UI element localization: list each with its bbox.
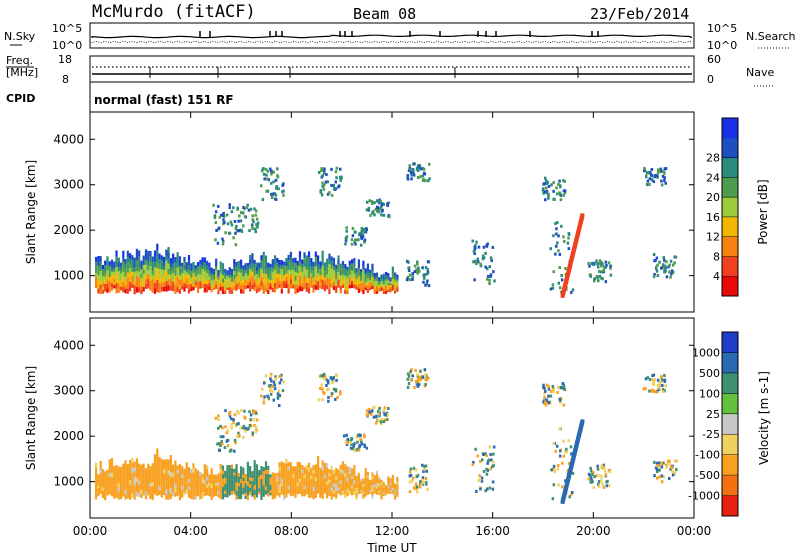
power-colorbar-swatch xyxy=(722,137,738,159)
beam-title: Beam 08 xyxy=(353,5,416,23)
velocity-ytick-label: 4000 xyxy=(53,338,84,352)
noise-frame xyxy=(89,22,695,49)
power-colorbar-tick: 24 xyxy=(706,171,720,184)
noise-left-label: N.Sky xyxy=(4,30,36,43)
power-colorbar-swatch xyxy=(722,236,738,257)
velocity-colorbar-tick: -1000 xyxy=(688,490,720,503)
freq-left-tick-top: 18 xyxy=(58,53,72,66)
noise-right-tick-top: 10^5 xyxy=(707,22,737,35)
xtick-label: 20:00 xyxy=(576,524,611,538)
power-colorbar-tick: 20 xyxy=(706,191,720,204)
power-colorbar: 4 8 12 16 20 24 28 xyxy=(706,117,739,297)
velocity-colorbar-tick: -500 xyxy=(695,469,720,482)
velocity-colorbar-tick: 500 xyxy=(699,367,720,380)
xtick-label: 08:00 xyxy=(274,524,309,538)
velocity-colorbar-swatch xyxy=(722,332,738,353)
power-data xyxy=(95,162,678,298)
velocity-colorbar-swatch xyxy=(722,454,738,476)
power-colorbar-swatch xyxy=(722,197,738,218)
cpid-panel: CPID normal (fast) 151 RF xyxy=(6,82,234,112)
velocity-ytick-label: 1000 xyxy=(53,475,84,489)
date-title: 23/Feb/2014 xyxy=(590,5,689,23)
station-title: McMurdo (fitACF) xyxy=(92,2,256,22)
velocity-colorbar-tick: 1000 xyxy=(692,346,720,359)
frequency-panel: Freq. [MHz] 18 8 60 0 Nave xyxy=(6,53,774,87)
nave-right-tick-top: 60 xyxy=(707,53,721,66)
power-panel: 1000 2000 3000 4000 Slant Range [km] 4 8 12 16… xyxy=(24,111,770,313)
power-colorbar-swatch xyxy=(722,276,738,297)
velocity-colorbar-tick: -25 xyxy=(702,428,720,441)
power-colorbar-tick: 4 xyxy=(713,270,720,283)
cpid-label: CPID xyxy=(6,92,35,105)
velocity-colorbar-swatch xyxy=(722,475,738,497)
xtick-label: 00:00 xyxy=(677,524,712,538)
freq-label-line2: [MHz] xyxy=(6,66,38,79)
velocity-colorbar-swatch xyxy=(722,495,738,517)
power-colorbar-tick: 16 xyxy=(706,211,720,224)
power-colorbar-swatch xyxy=(722,118,738,139)
power-ytick-label: 2000 xyxy=(53,223,84,237)
velocity-colorbar-swatch xyxy=(722,393,738,415)
noise-panel: N.Sky 10^5 10^0 10^5 10^0 N.Search xyxy=(4,22,796,52)
freq-label-line1: Freq. xyxy=(6,54,33,67)
velocity-data xyxy=(95,368,678,504)
cpid-value: normal (fast) 151 RF xyxy=(94,93,234,107)
velocity-ylabel: Slant Range [km] xyxy=(24,366,38,470)
xtick-label: 04:00 xyxy=(173,524,208,538)
noise-right-tick-bottom: 10^0 xyxy=(707,39,737,52)
power-colorbar-label: Power [dB] xyxy=(756,179,770,244)
power-colorbar-swatch xyxy=(722,157,738,178)
power-ylabel: Slant Range [km] xyxy=(24,160,38,264)
power-colorbar-tick: 8 xyxy=(713,250,720,263)
noise-left-tick-bottom: 10^0 xyxy=(52,39,82,52)
power-colorbar-swatch xyxy=(722,177,738,198)
velocity-colorbar-tick: 100 xyxy=(699,387,720,400)
xtick-label: 00:00 xyxy=(73,524,108,538)
xtick-label: 16:00 xyxy=(475,524,510,538)
velocity-ytick-label: 3000 xyxy=(53,384,84,398)
velocity-colorbar-tick: -100 xyxy=(695,449,720,462)
velocity-colorbar-swatch xyxy=(722,413,738,435)
power-ytick-label: 1000 xyxy=(53,269,84,283)
time-axis-label: Time UT xyxy=(366,541,417,554)
nave-right-tick-bottom: 0 xyxy=(707,73,714,86)
noise-series xyxy=(91,31,693,44)
freq-left-tick-bottom: 8 xyxy=(62,73,69,86)
power-colorbar-tick: 12 xyxy=(706,231,720,244)
noise-right-label: N.Search xyxy=(746,30,796,43)
velocity-colorbar-swatch xyxy=(722,372,738,394)
power-colorbar-swatch xyxy=(722,256,738,277)
velocity-colorbar-swatch xyxy=(722,434,738,456)
power-ytick-label: 4000 xyxy=(53,132,84,146)
velocity-colorbar: 1000 500 100 25 -25 -100 -500 -1000 xyxy=(688,331,739,517)
velocity-ytick-label: 2000 xyxy=(53,429,84,443)
velocity-colorbar-tick: 25 xyxy=(706,408,720,421)
power-colorbar-tick: 28 xyxy=(706,152,720,165)
nave-right-label: Nave xyxy=(746,66,774,79)
frequency-frame xyxy=(89,55,695,83)
power-ytick-label: 3000 xyxy=(53,178,84,192)
velocity-panel: 1000 2000 3000 4000 00:00 04:00 08:00 12:00 16:0… xyxy=(24,317,771,554)
power-colorbar-swatch xyxy=(722,216,738,238)
noise-left-tick-top: 10^5 xyxy=(52,22,82,35)
velocity-colorbar-swatch xyxy=(722,352,738,374)
xtick-label: 12:00 xyxy=(375,524,410,538)
velocity-colorbar-label: Velocity [m s-1] xyxy=(757,371,771,465)
